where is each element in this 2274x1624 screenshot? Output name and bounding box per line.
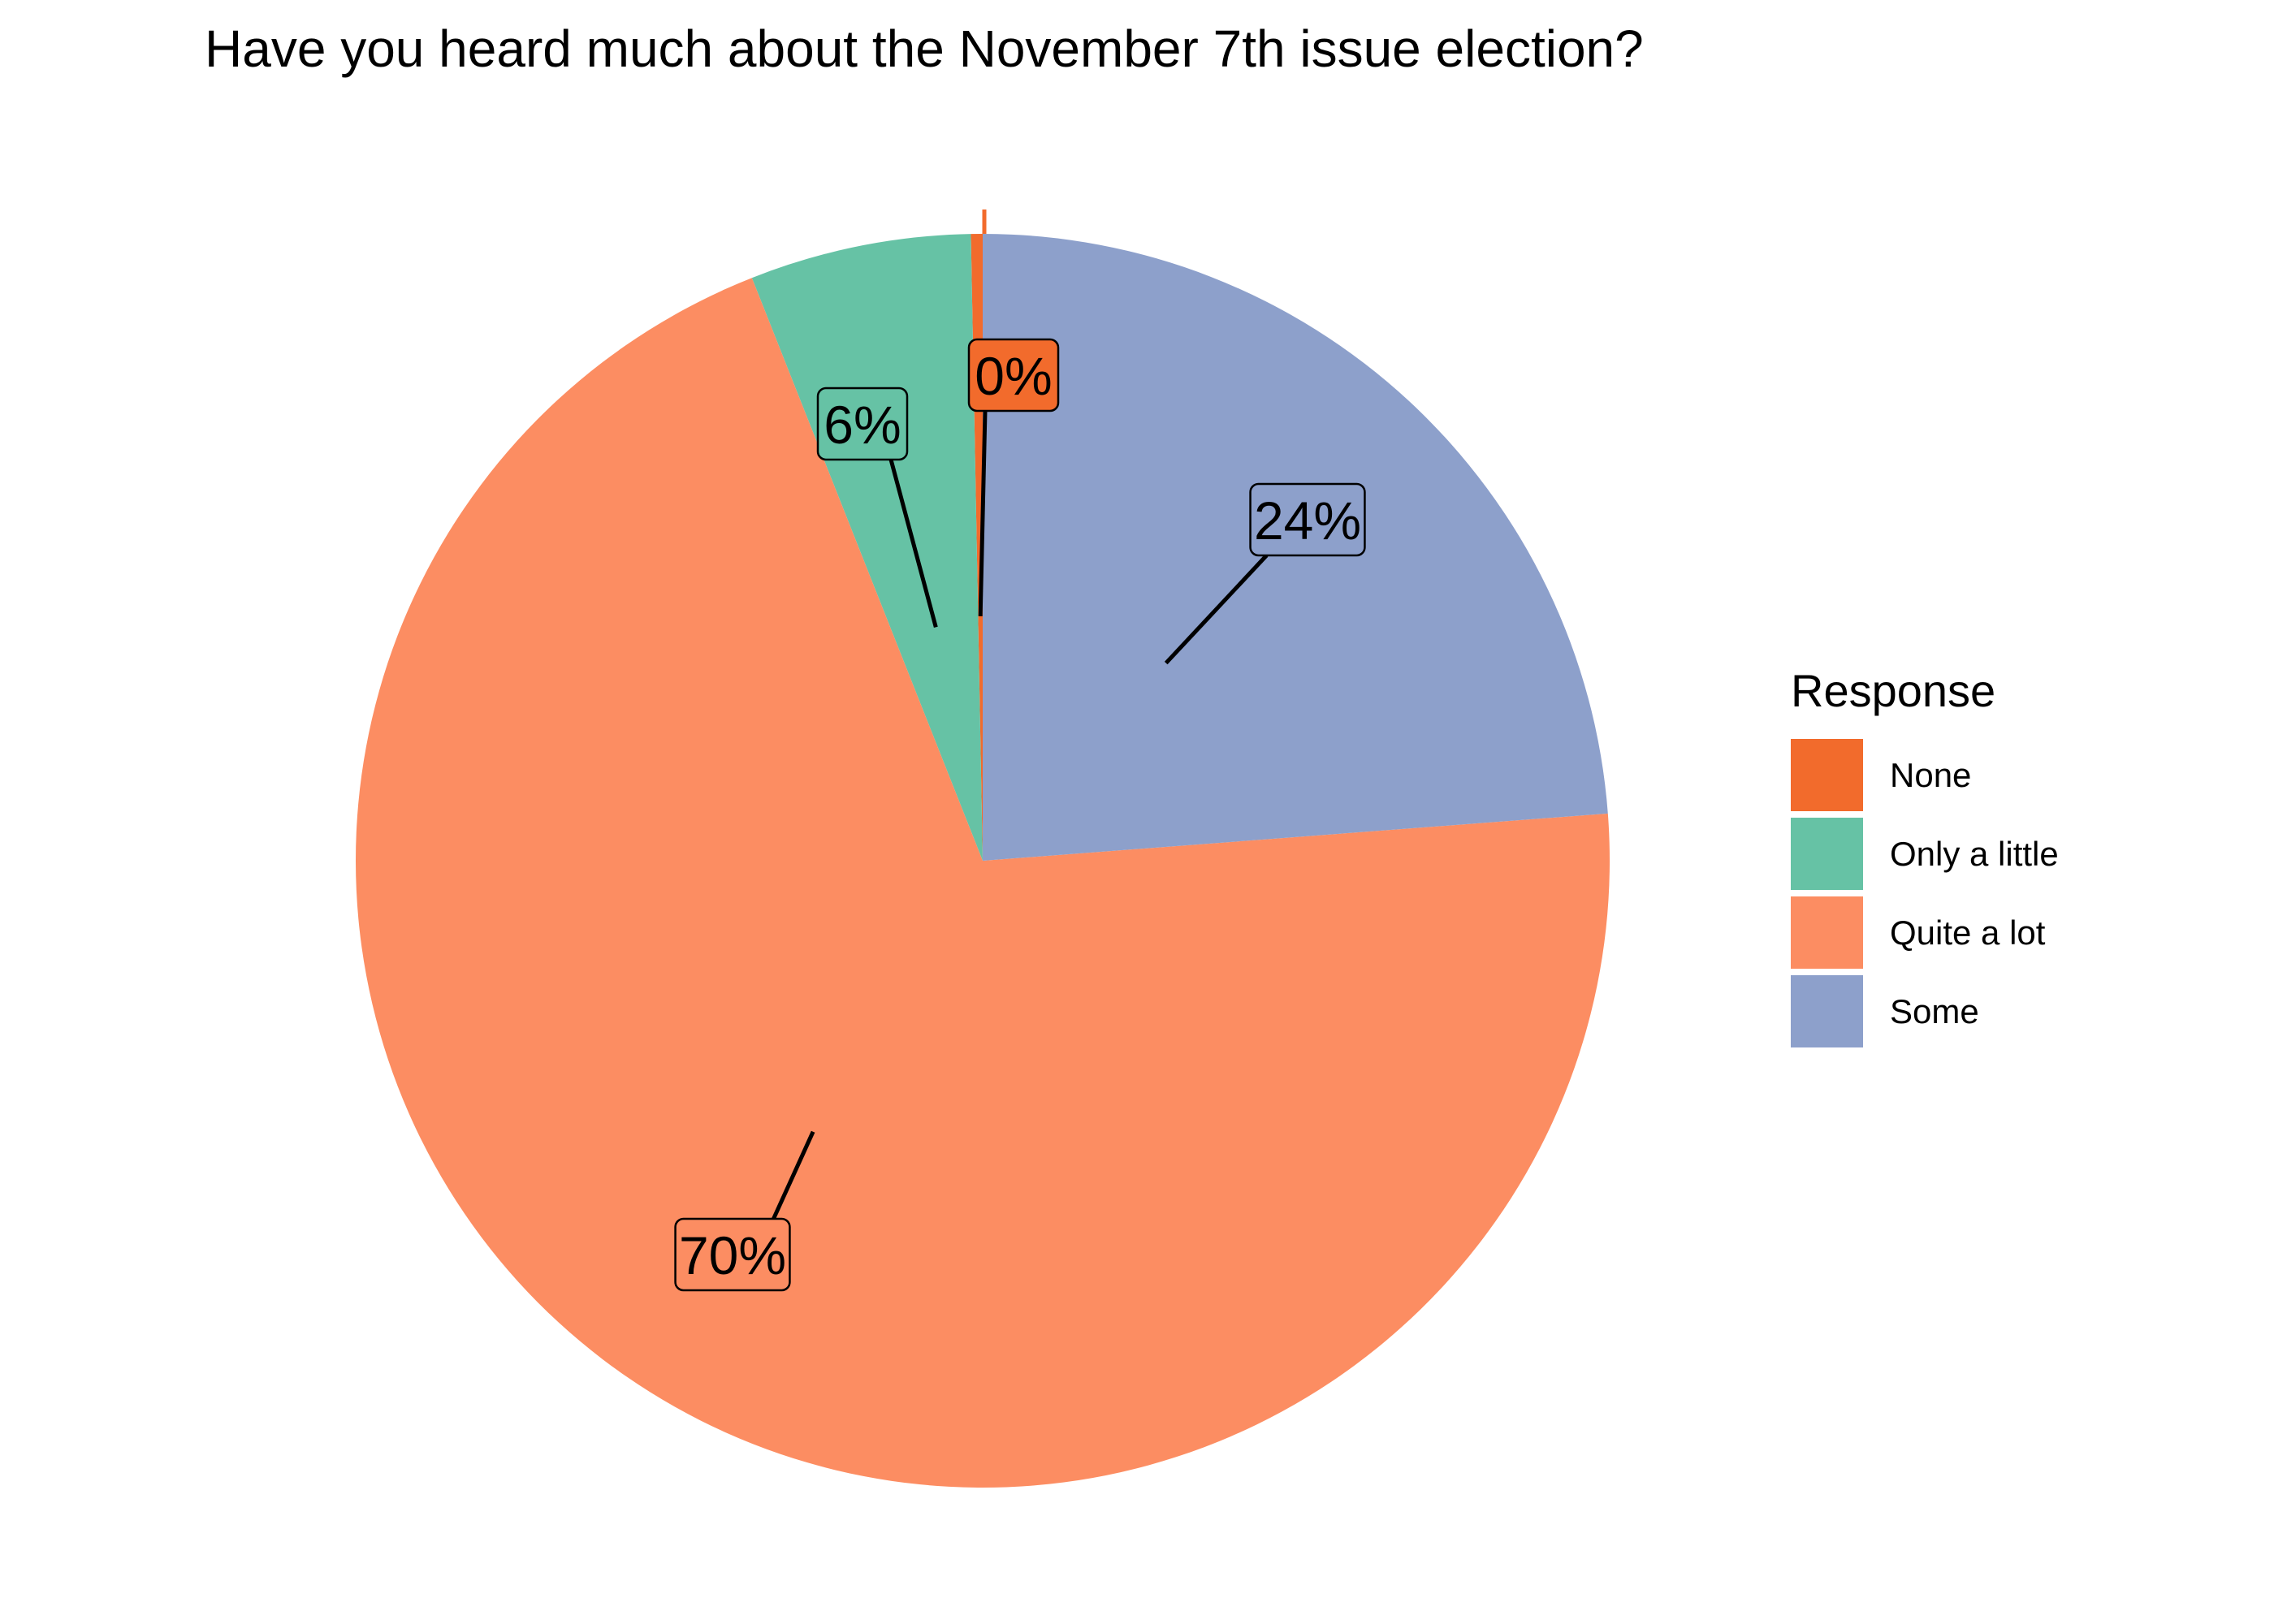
- legend-swatch-none: [1791, 739, 1863, 811]
- legend: Response None Only a little Quite a lot Som…: [1791, 665, 2059, 1047]
- legend-items: None Only a little Quite a lot Some: [1791, 739, 2059, 1047]
- slice-label-quite-a-lot: 70%: [679, 1225, 786, 1285]
- legend-title: Response: [1791, 665, 1995, 716]
- label-box-quite-a-lot: [674, 1217, 791, 1292]
- label-box-some: [1249, 482, 1366, 557]
- label-box-none: [967, 338, 1060, 412]
- slice-labels: 0% 6% 70% 24%: [674, 338, 1366, 1292]
- label-pointer-quite-a-lot: [772, 1130, 815, 1220]
- legend-label-none: None: [1890, 756, 1971, 794]
- legend-swatch-quite-a-lot: [1791, 896, 1863, 969]
- pie-slice-only-a-little: [751, 234, 983, 861]
- legend-swatch-some: [1791, 975, 1863, 1047]
- slice-label-some: 24%: [1254, 490, 1361, 551]
- label-box-only-a-little: [816, 387, 909, 461]
- slice-label-only-a-little: 6%: [824, 395, 901, 455]
- slice-label-none: 0%: [975, 346, 1052, 406]
- legend-label-quite-a-lot: Quite a lot: [1890, 914, 2046, 952]
- pie-slice-quite-a-lot: [355, 278, 1610, 1488]
- chart-title: Have you heard much about the November 7…: [205, 19, 1644, 78]
- label-pointer-only-a-little: [888, 459, 938, 628]
- legend-label-some: Some: [1890, 992, 1979, 1030]
- label-pointer-some: [1164, 554, 1269, 665]
- label-pointer-none: [978, 410, 988, 616]
- legend-label-only-a-little: Only a little: [1890, 835, 2059, 873]
- legend-swatch-only-a-little: [1791, 818, 1863, 890]
